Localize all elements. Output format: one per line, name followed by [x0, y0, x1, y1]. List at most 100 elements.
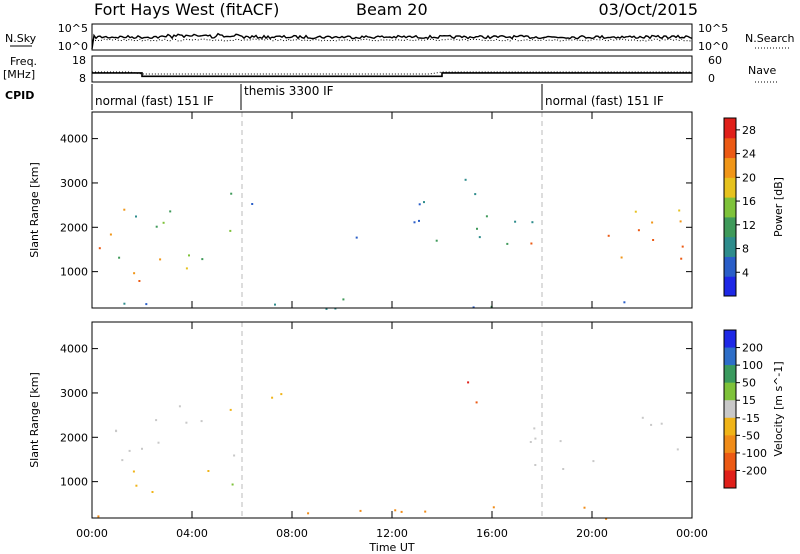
velocity-cbar-label: Velocity [m s^-1]: [772, 361, 785, 456]
power-cbar-swatch: [724, 118, 736, 139]
power-cbar-swatch: [724, 236, 736, 257]
power-cell: [435, 239, 438, 242]
velocity-cell: [155, 419, 158, 422]
velocity-colorbar: 200 100 50 15 -15 -50 -100 -200 Velocity [m s^-…: [723, 329, 785, 489]
cpid-label: CPID: [5, 89, 34, 102]
power-cell: [623, 301, 626, 304]
velocity-cell: [271, 396, 274, 399]
power-cell: [413, 221, 416, 224]
velocity-cell: [233, 454, 236, 457]
cpid-mode-1: normal (fast) 151 IF: [95, 94, 214, 108]
power-cbar-label: Power [dB]: [772, 177, 785, 237]
velocity-cell: [229, 408, 232, 411]
power-cell: [201, 258, 204, 261]
power-cell: [123, 302, 126, 305]
velocity-x-ticks: [91, 322, 693, 518]
power-cell: [159, 258, 162, 261]
velocity-cbar-swatch: [724, 452, 736, 471]
power-cell: [418, 203, 421, 206]
power-cell: [607, 234, 610, 237]
velocity-cell: [307, 512, 310, 515]
time-tick-label: 08:00: [276, 527, 308, 540]
power-cbar-swatch: [724, 157, 736, 178]
power-cell: [472, 306, 475, 309]
date-label: 03/Oct/2015: [598, 0, 698, 19]
power-cell: [109, 233, 112, 236]
velocity-cbar-tick-label: -100: [742, 447, 767, 460]
velocity-cbar-swatch: [724, 365, 736, 384]
power-cell: [135, 215, 137, 218]
velocity-cbar-swatch: [724, 382, 736, 401]
power-cell: [230, 192, 233, 195]
freq-line: [92, 72, 692, 78]
power-cell: [464, 178, 467, 181]
velocity-cbar-swatch: [724, 347, 736, 366]
velocity-cbar-swatch: [724, 435, 736, 454]
power-cell: [133, 272, 136, 275]
velocity-cell: [394, 509, 397, 512]
velocity-cell: [400, 510, 403, 513]
velocity-cell: [97, 515, 100, 518]
power-cell: [474, 193, 477, 196]
power-cbar-swatch: [724, 216, 736, 238]
velocity-cell: [200, 420, 203, 423]
cpid-mode-3: normal (fast) 151 IF: [545, 94, 664, 108]
nsky-label: N.Sky: [5, 32, 37, 45]
freq-unit: [MHz]: [3, 68, 35, 81]
velocity-ylabel: Slant Range [km]: [28, 372, 41, 468]
power-cbar-swatch: [724, 177, 736, 198]
velocity-cbar-swatch: [724, 417, 736, 436]
power-cbar-tick-label: 28: [742, 124, 756, 137]
power-cell: [325, 307, 328, 310]
power-cell: [637, 229, 640, 232]
velocity-cbar-tick-label: 15: [742, 394, 756, 407]
velocity-cell: [132, 470, 135, 473]
velocity-cell: [559, 440, 562, 443]
velocity-cbar-tick-label: 200: [742, 342, 763, 355]
velocity-cell: [660, 422, 663, 425]
power-cell: [514, 220, 517, 223]
power-ytick-label: 2000: [60, 221, 88, 234]
time-axis-label: Time UT: [368, 541, 414, 554]
power-cell: [145, 303, 148, 306]
power-cell: [681, 245, 684, 248]
power-cbar-tick-label: 20: [742, 171, 756, 184]
power-ytick-label: 3000: [60, 177, 88, 190]
velocity-cell: [534, 437, 537, 440]
velocity-cbar-tick-label: -200: [742, 464, 767, 477]
power-cbar-tick-label: 24: [742, 148, 756, 161]
velocity-cell: [121, 459, 124, 462]
velocity-ytick-label: 1000: [60, 476, 88, 489]
velocity-cell: [592, 460, 595, 463]
power-cell: [162, 221, 165, 224]
velocity-cell: [492, 506, 495, 509]
velocity-cell: [231, 483, 234, 486]
velocity-cell: [178, 405, 181, 408]
velocity-ytick-label: 3000: [60, 387, 88, 400]
time-tick-label: 00:00: [676, 527, 708, 540]
noise-tick-top: 10^5: [58, 22, 88, 35]
power-cell: [634, 210, 637, 213]
time-tick-label: 20:00: [576, 527, 608, 540]
velocity-cbar-tick-label: -15: [742, 412, 760, 425]
velocity-cell: [151, 491, 154, 493]
freq-label: Freq.: [10, 55, 37, 68]
velocity-cell: [529, 441, 532, 443]
power-cell: [123, 208, 126, 211]
power-cell: [229, 229, 232, 232]
freq-tick-bottom: 8: [79, 72, 86, 85]
noise-panel: N.Sky 10^5 10^0 10^5 10^0 N.Search: [5, 22, 795, 53]
time-tick-label: 12:00: [376, 527, 408, 540]
time-tick-label: 16:00: [476, 527, 508, 540]
velocity-cell: [562, 468, 565, 470]
velocity-cell: [157, 441, 160, 444]
power-ylabel: Slant Range [km]: [28, 162, 41, 258]
nsearch-label: N.Search: [745, 32, 795, 45]
velocity-cell: [605, 517, 608, 520]
velocity-cbar-tick-label: 100: [742, 359, 763, 372]
power-cell: [98, 247, 101, 250]
power-cell: [138, 280, 141, 282]
velocity-ytick-label: 4000: [60, 343, 88, 356]
velocity-cell: [207, 470, 210, 472]
power-ytick-label: 4000: [60, 133, 88, 146]
